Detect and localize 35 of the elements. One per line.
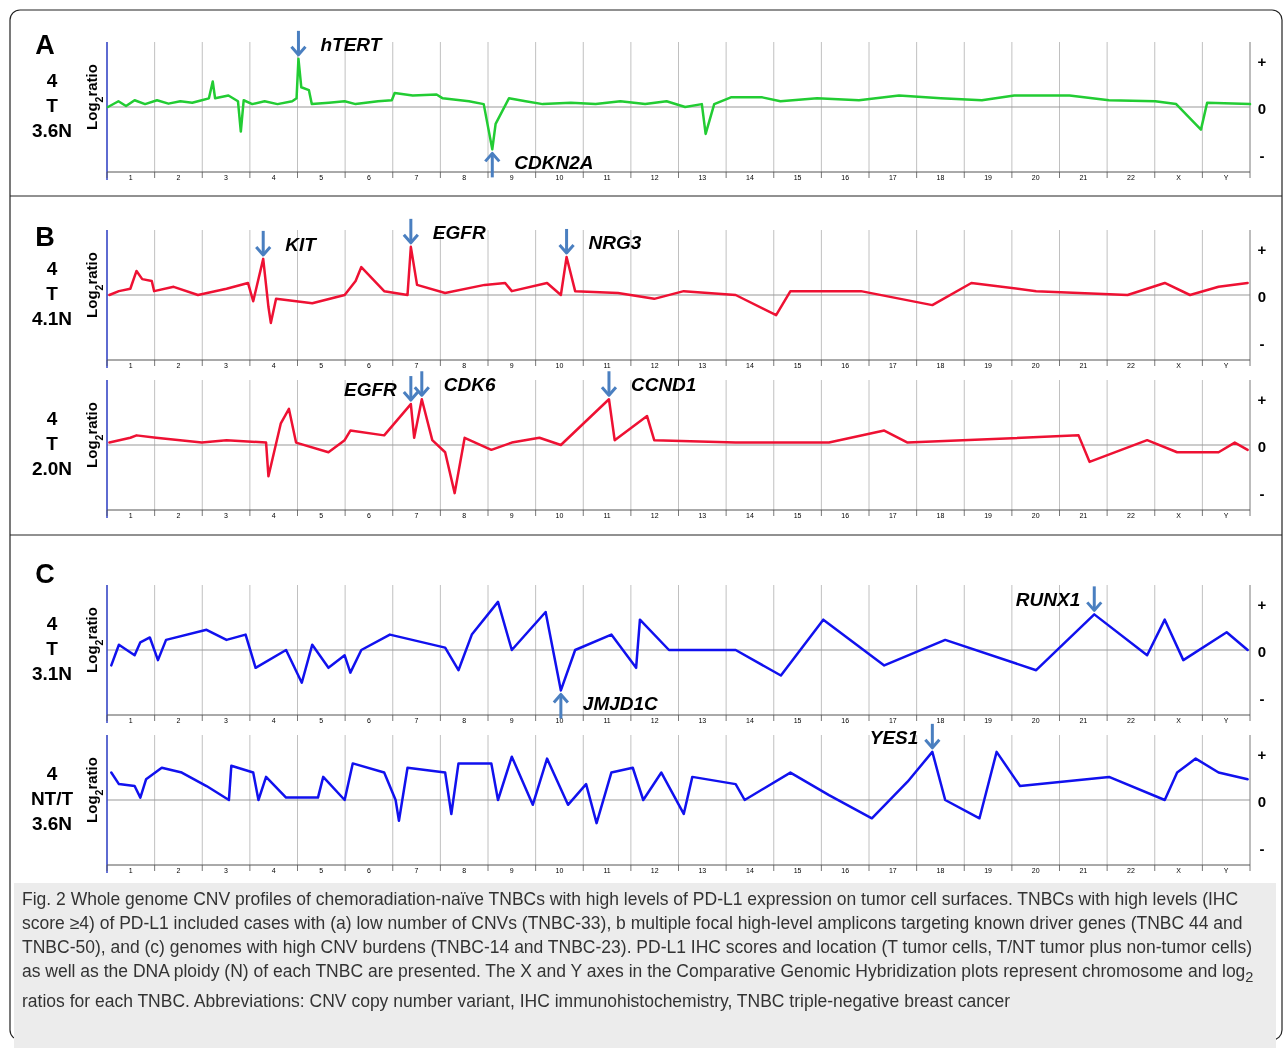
text: 0	[1257, 288, 1267, 305]
annotation: KIT	[285, 233, 318, 255]
annotation: RUNX1	[1015, 589, 1081, 611]
text: +	[1257, 241, 1267, 258]
text: 4 T 4.1N	[31, 258, 73, 329]
annotation: CDKN2A	[514, 152, 594, 174]
annotation: YES1	[869, 726, 919, 748]
text: 4 T 2.0N	[31, 408, 73, 479]
text: -	[1259, 335, 1265, 352]
annotation: EGFR	[344, 379, 398, 401]
text: +	[1257, 746, 1267, 763]
chart-title: A	[35, 30, 55, 60]
text: -	[1259, 840, 1265, 857]
text: -	[1259, 485, 1265, 502]
text: -	[1259, 147, 1265, 164]
text: 0	[1257, 793, 1267, 810]
chart-title: C	[35, 559, 55, 589]
text: 4 T 3.1N	[31, 613, 73, 684]
annotation: EGFR	[432, 221, 486, 243]
chart-title: B	[35, 222, 55, 252]
annotation: NRG3	[588, 231, 642, 253]
text: 0	[1257, 643, 1267, 660]
annotation: JMJD1C	[582, 693, 659, 715]
text: +	[1257, 391, 1267, 408]
annotation: CDK6	[443, 374, 496, 396]
annotation: CCND1	[630, 374, 697, 396]
text: -	[1259, 690, 1265, 707]
text: 4 NT/T 3.6N	[30, 763, 74, 834]
text: 4 T 3.6N	[31, 70, 73, 141]
text: 0	[1257, 100, 1267, 117]
text: +	[1257, 596, 1267, 613]
annotation: hTERT	[320, 33, 383, 55]
text: +	[1257, 53, 1267, 70]
text: 0	[1257, 438, 1267, 455]
text: Fig. 2 Whole genome CNV profiles of chemoradiation-naïve TNBCs with high levels of PD-L1 expression on tumor cell surfaces. TNBCs with high levels (IHC score ≥4) of PD-L1 included cases with (a) low number of CNVs (TNBC-33), b multiple focal high-level amplicons targeting known driver genes (TNBC 44 and TNBC-50), and (c) genomes with high CNV burdens (TNBC-14 and TNBC-23). PD-L1 IHC scores and location (T tumor cells, T/NT tumor plus non-tumor cells) as well as the DNA ploidy (N) of each TNBC are presented. The X and Y axes in the Comparative Genomic Hybridization plots represent chromosome and log$_{2}$ ratios for each TNBC. Abbreviations: CNV copy number variant, IHC immunohistochemistry, TNBC triple-negative breast cancer	[22, 889, 1254, 1011]
